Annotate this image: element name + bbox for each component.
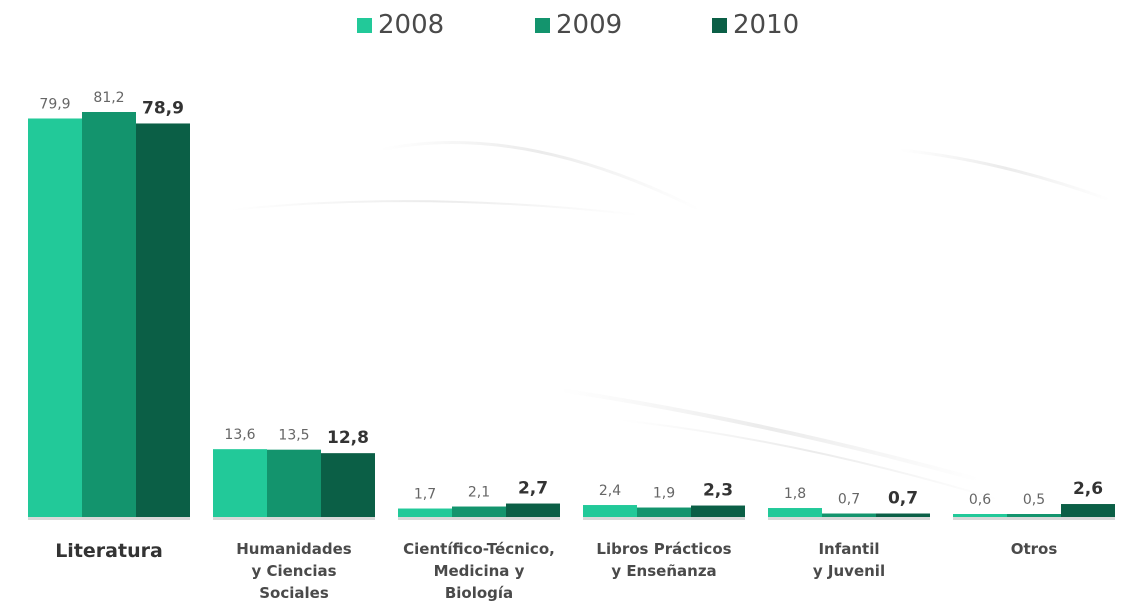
category-label-0: Literatura: [55, 540, 163, 562]
value-label-2010-0: 78,9: [142, 98, 184, 118]
bar-2008-2: [398, 508, 452, 517]
value-label-2009-4: 0,7: [838, 492, 860, 508]
category-labels-layer: Literatura Humanidades y Ciencias Sociales C…: [55, 540, 1057, 602]
legend-swatch-2008: [357, 17, 372, 33]
legend-label-2010: 2010: [733, 10, 800, 40]
category-label-5: Otros: [1011, 540, 1058, 558]
value-label-2008-1: 13,6: [224, 427, 255, 443]
bar-2009-3: [637, 507, 691, 517]
legend-swatch-2010: [712, 17, 727, 33]
bar-shadow-2008-2: [398, 517, 452, 520]
value-label-2009-0: 81,2: [93, 90, 124, 106]
bar-2008-1: [213, 449, 267, 517]
category-label-1: Humanidades y Ciencias Sociales: [236, 540, 352, 602]
value-label-2009-1: 13,5: [278, 428, 309, 444]
bar-2009-2: [452, 506, 506, 517]
background-decoration: [229, 141, 1111, 501]
bar-2009-1: [267, 449, 321, 517]
bar-shadow-2010-4: [876, 517, 930, 520]
bar-shadow-2009-0: [82, 517, 136, 520]
bar-shadow-2010-2: [506, 517, 560, 520]
legend-swatch-2009: [535, 17, 550, 33]
bar-shadow-2009-1: [267, 517, 321, 520]
bar-2009-4: [822, 513, 876, 517]
legend-label-2008: 2008: [378, 10, 445, 40]
bar-shadow-2010-1: [321, 517, 375, 520]
value-label-2010-4: 0,7: [888, 489, 918, 509]
bar-2010-3: [691, 505, 745, 517]
bar-2008-3: [583, 505, 637, 517]
legend-item-2008: 2008: [357, 10, 444, 40]
category-label-2: Científico-Técnico, Medicina y Biología: [403, 540, 555, 602]
bar-shadow-2009-3: [637, 517, 691, 520]
value-label-2008-5: 0,6: [969, 492, 991, 508]
bar-shadow-2008-0: [28, 517, 82, 520]
bars-layer: [28, 112, 1115, 520]
bar-2009-5: [1007, 514, 1061, 517]
bar-2008-5: [953, 514, 1007, 517]
bar-2008-4: [768, 508, 822, 517]
bar-2010-5: [1061, 504, 1115, 517]
bar-shadow-2010-5: [1061, 517, 1115, 520]
legend-item-2010: 2010: [712, 10, 799, 40]
value-labels-layer: 79,9 81,2 78,9 13,6 13,5 12,8 1,7 2,1 2,7 2,4 1,9 2…: [39, 90, 1103, 509]
value-label-2010-5: 2,6: [1073, 479, 1103, 499]
bar-shadow-2008-3: [583, 517, 637, 520]
bar-shadow-2009-5: [1007, 517, 1061, 520]
legend-label-2009: 2009: [556, 10, 623, 40]
value-label-2009-2: 2,1: [468, 485, 490, 501]
legend: 2008 2009 2010: [0, 10, 1134, 46]
bar-shadow-2008-4: [768, 517, 822, 520]
value-label-2010-3: 2,3: [703, 481, 733, 501]
value-label-2008-0: 79,9: [39, 96, 70, 112]
value-label-2010-1: 12,8: [327, 428, 369, 448]
value-label-2009-5: 0,5: [1023, 492, 1045, 508]
category-label-3: Libros Prácticos y Enseñanza: [596, 540, 731, 580]
bar-2010-4: [876, 513, 930, 517]
bar-shadow-2008-5: [953, 517, 1007, 520]
value-label-2008-2: 1,7: [414, 487, 436, 503]
bar-2010-2: [506, 503, 560, 517]
bar-2010-1: [321, 453, 375, 517]
bar-shadow-2009-2: [452, 517, 506, 520]
value-label-2008-4: 1,8: [784, 486, 806, 502]
bar-shadow-2009-4: [822, 517, 876, 520]
bar-2009-0: [82, 112, 136, 517]
value-label-2009-3: 1,9: [653, 486, 675, 502]
legend-item-2009: 2009: [535, 10, 622, 40]
bar-shadow-2010-3: [691, 517, 745, 520]
bar-2008-0: [28, 118, 82, 517]
value-label-2008-3: 2,4: [599, 483, 621, 499]
category-label-4: Infantil y Juvenil: [813, 540, 885, 580]
bar-shadow-2010-0: [136, 517, 190, 520]
bar-2010-0: [136, 123, 190, 517]
value-label-2010-2: 2,7: [518, 479, 548, 499]
bar-shadow-2008-1: [213, 517, 267, 520]
